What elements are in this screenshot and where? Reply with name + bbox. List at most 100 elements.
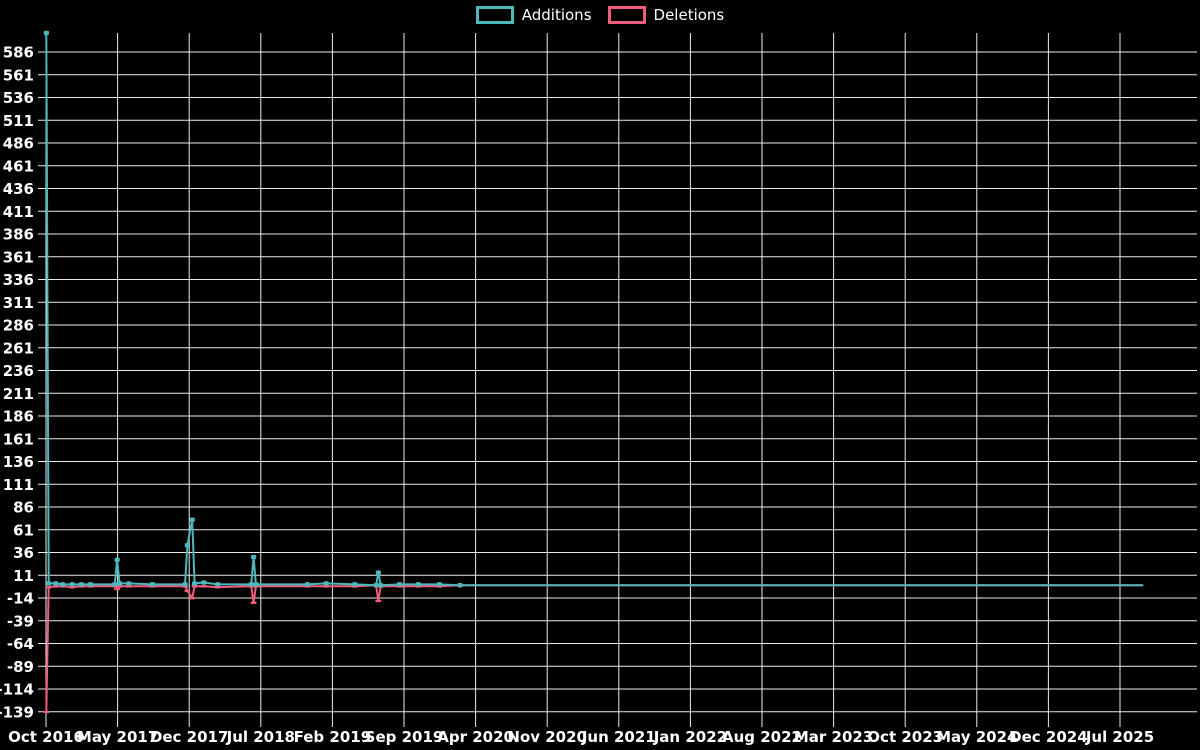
x-tick-label: Jun 2021 — [581, 728, 656, 746]
y-tick-label: 311 — [3, 294, 34, 312]
deletions-marker — [125, 585, 132, 588]
deletions-marker — [114, 587, 121, 591]
y-tick-label: -89 — [7, 658, 34, 676]
additions-marker — [88, 582, 94, 587]
y-tick-label: 111 — [3, 476, 34, 494]
y-tick-label: 161 — [3, 430, 34, 448]
deletions-marker — [116, 585, 123, 588]
additions-marker — [191, 581, 198, 586]
additions-marker — [46, 581, 52, 586]
x-tick-label: May 2024 — [936, 728, 1017, 746]
x-tick-label: Apr 2020 — [437, 728, 514, 746]
y-tick-label: 286 — [3, 317, 34, 335]
additions-marker — [182, 582, 188, 587]
additions-marker — [352, 582, 358, 587]
y-tick-label: 36 — [13, 544, 34, 562]
y-tick-label: 336 — [3, 271, 34, 289]
additions-marker — [373, 583, 379, 588]
y-tick-label: 511 — [3, 112, 34, 130]
additions-marker — [457, 583, 463, 588]
y-tick-label: 361 — [3, 248, 34, 266]
deletions-marker — [52, 585, 59, 588]
x-tick-label: May 2017 — [77, 728, 158, 746]
additions-marker — [69, 582, 75, 587]
series-line-additions — [45, 31, 1144, 587]
additions-marker — [250, 554, 257, 560]
deletions-marker — [214, 586, 221, 589]
additions-marker — [114, 557, 120, 562]
deletions-marker — [250, 601, 257, 604]
y-tick-label: 261 — [3, 339, 34, 357]
y-tick-label: 186 — [3, 408, 34, 426]
x-tick-label: Dec 2017 — [150, 728, 229, 746]
x-tick-label: Feb 2019 — [294, 728, 372, 746]
y-tick-label: 11 — [13, 567, 34, 585]
x-tick-label: Oct 2016 — [8, 728, 84, 746]
additions-marker — [53, 581, 59, 586]
deletions-marker — [43, 710, 50, 714]
deletions-marker — [184, 589, 191, 593]
additions-marker — [436, 582, 442, 587]
legend-item-additions[interactable]: Additions — [475, 5, 592, 24]
deletions-marker — [200, 585, 207, 588]
deletions-marker — [45, 586, 52, 589]
y-tick-label: 211 — [3, 385, 34, 403]
y-tick-label: 136 — [3, 453, 34, 471]
additions-marker — [126, 581, 132, 586]
x-tick-label: Jul 2018 — [226, 728, 295, 746]
additions-marker — [149, 582, 155, 587]
x-tick-label: Nov 2020 — [507, 728, 587, 746]
deletions-legend-label: Deletions — [653, 5, 725, 24]
additions-marker — [60, 582, 66, 587]
y-tick-label: -64 — [7, 635, 34, 653]
y-tick-label: 561 — [3, 66, 34, 84]
series-line-deletions — [45, 584, 1144, 713]
y-tick-label: 586 — [3, 44, 34, 62]
y-tick-label: -14 — [7, 590, 34, 608]
additions-marker — [396, 582, 403, 587]
deletions-swatch — [607, 6, 646, 24]
deletions-marker — [69, 586, 76, 589]
x-tick-label: Jan 2022 — [653, 728, 727, 746]
additions-marker — [215, 582, 221, 587]
x-tick-label: Jul 2025 — [1085, 728, 1154, 746]
additions-marker — [378, 583, 384, 588]
additions-marker — [117, 581, 123, 586]
y-tick-label: 486 — [3, 135, 34, 153]
deletions-marker — [375, 599, 382, 603]
legend-item-deletions[interactable]: Deletions — [607, 5, 725, 24]
additions-marker — [415, 582, 421, 587]
additions-marker — [189, 517, 195, 522]
y-tick-label: -39 — [7, 612, 34, 630]
x-tick-label: Sep 2019 — [365, 728, 444, 746]
additions-marker — [78, 582, 84, 587]
y-tick-label: 436 — [3, 180, 34, 198]
y-tick-label: 461 — [3, 157, 34, 175]
x-tick-label: Mar 2023 — [794, 728, 873, 746]
y-tick-label: -139 — [0, 703, 34, 721]
additions-marker — [43, 30, 49, 36]
additions-marker — [375, 570, 381, 575]
additions-marker — [323, 581, 329, 586]
additions-legend-label: Additions — [521, 5, 592, 24]
additions-marker — [253, 582, 259, 587]
y-tick-label: 236 — [3, 362, 34, 380]
additions-marker — [184, 543, 190, 548]
y-tick-label: -114 — [0, 681, 34, 699]
additions-marker — [304, 582, 311, 587]
y-tick-label: 386 — [3, 226, 34, 244]
y-tick-label: 61 — [13, 521, 34, 539]
deletions-marker — [191, 585, 198, 588]
chart-legend: Additions Deletions — [0, 6, 1200, 24]
y-tick-label: 86 — [13, 499, 34, 517]
additions-marker — [112, 582, 118, 587]
deletions-marker — [189, 597, 196, 600]
x-tick-label: Dec 2024 — [1009, 728, 1088, 746]
y-tick-label: 411 — [3, 203, 34, 221]
additions-marker — [201, 580, 207, 585]
additions-swatch — [475, 6, 514, 24]
y-tick-label: 536 — [3, 89, 34, 107]
deletions-marker — [323, 585, 330, 588]
